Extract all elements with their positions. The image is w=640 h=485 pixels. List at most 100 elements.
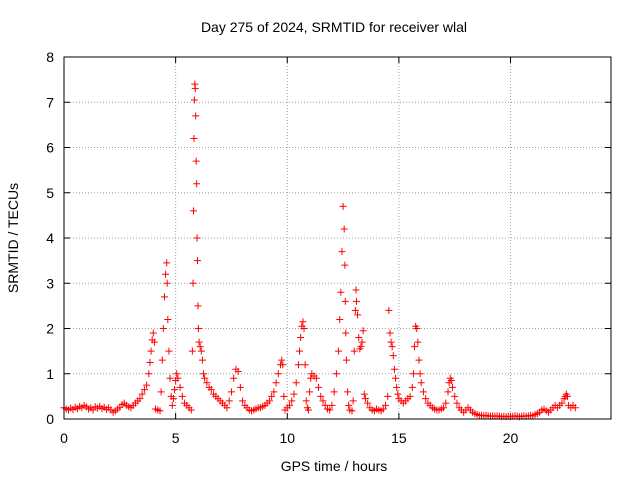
y-axis-label: SRMTID / TECUs <box>5 183 21 293</box>
data-point <box>364 399 372 407</box>
data-point <box>160 293 168 301</box>
data-point <box>265 397 273 405</box>
data-point <box>302 397 310 405</box>
data-point <box>359 327 367 335</box>
data-point <box>138 390 146 398</box>
data-point <box>272 379 280 387</box>
data-point <box>393 383 401 391</box>
data-point <box>330 388 338 396</box>
data-point <box>352 297 360 305</box>
x-tick-label: 15 <box>391 430 407 446</box>
data-point <box>178 392 186 400</box>
data-point <box>394 390 402 398</box>
data-point <box>352 286 360 294</box>
data-point <box>165 347 173 355</box>
data-point <box>189 279 197 287</box>
data-point <box>157 388 165 396</box>
data-point <box>571 404 579 412</box>
data-point <box>326 406 334 414</box>
x-axis-label: GPS time / hours <box>281 458 388 474</box>
x-tick-label: 5 <box>172 430 180 446</box>
grid-lines <box>64 57 611 419</box>
data-point <box>288 397 296 405</box>
data-point <box>345 401 353 409</box>
data-point <box>236 383 244 391</box>
data-point <box>360 390 368 398</box>
data-point <box>190 134 198 142</box>
plot-frame <box>63 56 612 420</box>
data-point <box>448 383 456 391</box>
data-point <box>339 202 347 210</box>
data-point <box>163 279 171 287</box>
data-point <box>419 388 427 396</box>
data-point <box>300 325 308 332</box>
data-point <box>321 401 329 409</box>
tick-labels: 0 1 2 3 4 5 6 7 8 0 5 10 15 20 <box>46 49 518 446</box>
data-point <box>195 338 203 346</box>
data-point <box>274 370 282 378</box>
data-point <box>285 401 293 409</box>
y-tick-label: 8 <box>46 49 54 65</box>
y-tick-label: 5 <box>46 185 54 201</box>
data-point <box>312 374 320 382</box>
data-point <box>304 406 312 414</box>
data-point <box>392 374 400 382</box>
data-point <box>234 367 242 375</box>
y-tick-label: 3 <box>46 275 54 291</box>
data-point <box>292 379 300 387</box>
data-point <box>382 401 390 409</box>
data-point <box>447 377 455 385</box>
data-point <box>387 338 395 346</box>
data-point <box>297 334 305 342</box>
data-point <box>227 388 235 396</box>
data-point <box>194 325 202 332</box>
data-point <box>169 395 177 403</box>
data-point <box>268 392 276 400</box>
data-point <box>194 257 202 265</box>
data-point <box>198 356 206 364</box>
data-point <box>201 374 209 382</box>
data-point <box>301 361 309 369</box>
data-point <box>411 343 419 351</box>
data-point <box>187 406 195 414</box>
data-point <box>357 343 365 351</box>
data-point <box>174 374 182 382</box>
data-point <box>147 347 155 355</box>
data-point <box>338 248 346 256</box>
data-point <box>358 338 366 346</box>
data-point <box>207 386 215 394</box>
data-point <box>350 347 358 355</box>
data-point <box>190 96 198 104</box>
x-tick-label: 0 <box>60 430 68 446</box>
data-point <box>173 370 181 378</box>
data-point <box>386 329 394 337</box>
data-point <box>413 325 421 332</box>
data-point <box>191 85 199 93</box>
data-point <box>379 405 387 413</box>
data-point <box>315 383 323 391</box>
data-point <box>143 381 151 389</box>
data-point <box>196 343 204 351</box>
data-point <box>166 374 174 382</box>
data-point <box>351 306 359 314</box>
data-point <box>422 395 430 403</box>
data-point <box>230 374 238 382</box>
data-point <box>332 370 340 378</box>
data-point <box>145 370 153 378</box>
data-point <box>355 334 363 342</box>
data-point <box>168 401 176 409</box>
y-tick-label: 1 <box>46 366 54 382</box>
data-point <box>149 329 157 337</box>
data-point <box>159 325 167 332</box>
data-point <box>415 356 423 364</box>
data-point <box>279 361 287 369</box>
data-point <box>444 388 452 396</box>
data-point <box>296 347 304 355</box>
data-point <box>335 347 343 355</box>
data-point <box>348 407 356 415</box>
data-point <box>290 390 298 398</box>
data-series-srmtid <box>60 80 579 421</box>
data-point <box>192 157 200 165</box>
